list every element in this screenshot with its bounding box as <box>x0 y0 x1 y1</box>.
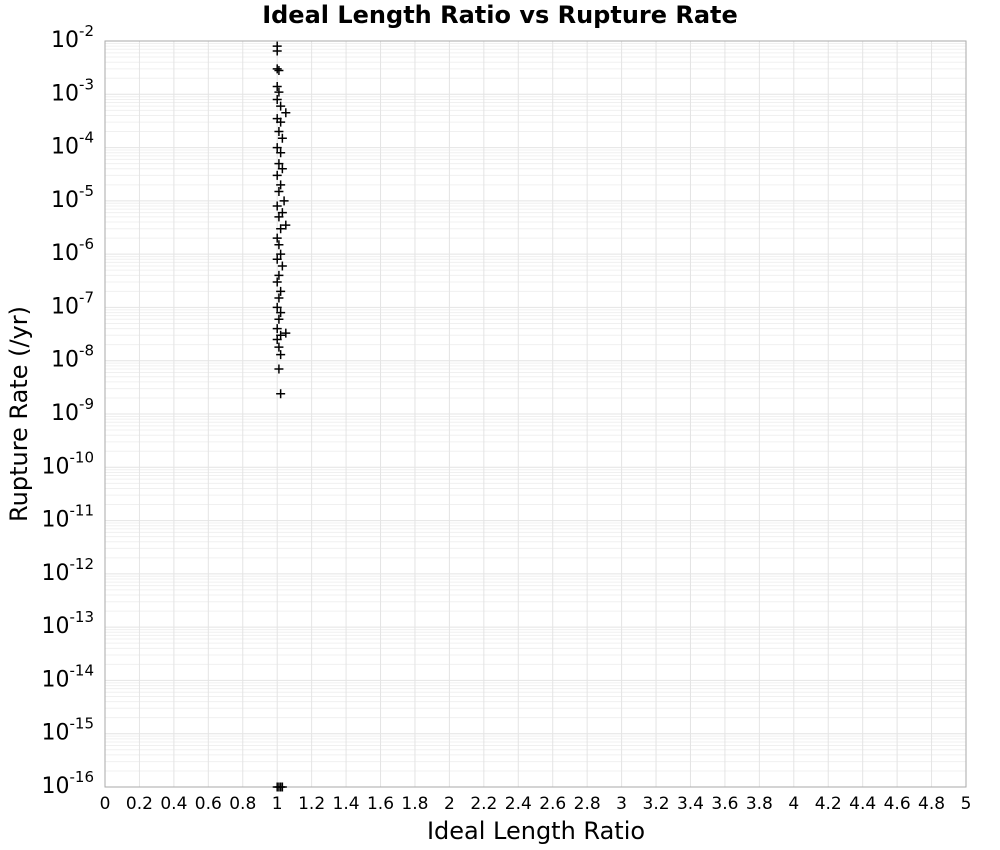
point <box>274 65 284 75</box>
y-tick-label: 10-15 <box>42 714 95 746</box>
point <box>279 196 289 206</box>
x-tick-label: 3.6 <box>711 794 738 814</box>
point <box>277 133 287 143</box>
x-tick-label: 2.6 <box>539 794 566 814</box>
y-tick-label: 10-6 <box>51 235 94 267</box>
y-tick-label: 10-11 <box>42 501 95 533</box>
x-tick-label: 4.8 <box>918 794 945 814</box>
point <box>276 308 286 318</box>
point <box>276 224 286 234</box>
point <box>277 261 287 271</box>
point <box>272 170 282 180</box>
x-tick-label: 0.8 <box>229 794 256 814</box>
point <box>277 164 287 174</box>
point <box>276 249 286 259</box>
x-tick-label: 5 <box>961 794 972 814</box>
point <box>281 220 291 230</box>
point <box>272 233 282 243</box>
x-tick-label: 2.2 <box>470 794 497 814</box>
point <box>281 328 291 338</box>
point <box>272 254 282 264</box>
y-tick-label: 10-9 <box>51 395 94 427</box>
y-tick-label: 10-14 <box>42 661 95 693</box>
x-tick-label: 1.6 <box>367 794 394 814</box>
y-tick-label: 10-8 <box>51 341 94 373</box>
x-tick-label: 4.2 <box>815 794 842 814</box>
x-tick-label: 0.6 <box>195 794 222 814</box>
x-tick-label: 4.4 <box>849 794 876 814</box>
y-tick-label: 10-10 <box>42 448 95 480</box>
x-tick-label: 0 <box>100 794 111 814</box>
point <box>276 101 286 111</box>
x-tick-label: 2.8 <box>574 794 601 814</box>
chart-title: Ideal Length Ratio vs Rupture Rate <box>262 1 738 29</box>
x-tick-label: 1.8 <box>401 794 428 814</box>
point <box>276 389 286 399</box>
point <box>276 117 286 127</box>
point <box>272 201 282 211</box>
point <box>276 286 286 296</box>
point <box>274 212 284 222</box>
x-tick-label: 4.6 <box>884 794 911 814</box>
y-tick-label: 10-12 <box>42 554 95 586</box>
x-axis-title: Ideal Length Ratio <box>427 817 645 845</box>
point <box>274 342 284 352</box>
y-tick-label: 10-3 <box>51 75 94 107</box>
point <box>274 270 284 280</box>
y-tick-label: 10-7 <box>51 288 94 320</box>
point <box>272 46 282 56</box>
point <box>272 143 282 153</box>
point <box>274 186 284 196</box>
x-tick-label: 4 <box>788 794 799 814</box>
point <box>274 314 284 324</box>
x-tick-label: 1.2 <box>298 794 325 814</box>
plot-border <box>104 40 967 788</box>
point <box>272 81 282 91</box>
x-tick-label: 3.2 <box>643 794 670 814</box>
y-tick-label: 10-16 <box>42 768 95 800</box>
point <box>274 364 284 374</box>
y-tick-label: 10-4 <box>51 128 94 160</box>
point <box>272 94 282 104</box>
point <box>276 180 286 190</box>
point <box>272 335 282 345</box>
x-tick-label: 2.4 <box>505 794 532 814</box>
point <box>276 350 286 360</box>
x-tick-label: 3 <box>616 794 627 814</box>
point <box>274 293 284 303</box>
x-tick-label: 3.8 <box>746 794 773 814</box>
x-tick-label: 0.4 <box>160 794 187 814</box>
point <box>272 277 282 287</box>
x-tick-label: 3.4 <box>677 794 704 814</box>
y-tick-label: 10-5 <box>51 181 94 213</box>
point <box>274 240 284 250</box>
x-tick-label: 0.2 <box>126 794 153 814</box>
point <box>272 324 282 334</box>
point <box>274 127 284 137</box>
point <box>274 159 284 169</box>
y-tick-label: 10-13 <box>42 608 95 640</box>
x-tick-label: 1 <box>272 794 283 814</box>
point <box>272 64 282 74</box>
point <box>272 302 282 312</box>
point <box>274 87 284 97</box>
point <box>276 148 286 158</box>
x-tick-label: 2 <box>444 794 455 814</box>
y-tick-label: 10-2 <box>51 22 94 54</box>
x-tick-label: 1.4 <box>333 794 360 814</box>
point <box>277 782 287 792</box>
y-axis-title: Rupture Rate (/yr) <box>5 306 33 522</box>
point <box>281 108 291 118</box>
